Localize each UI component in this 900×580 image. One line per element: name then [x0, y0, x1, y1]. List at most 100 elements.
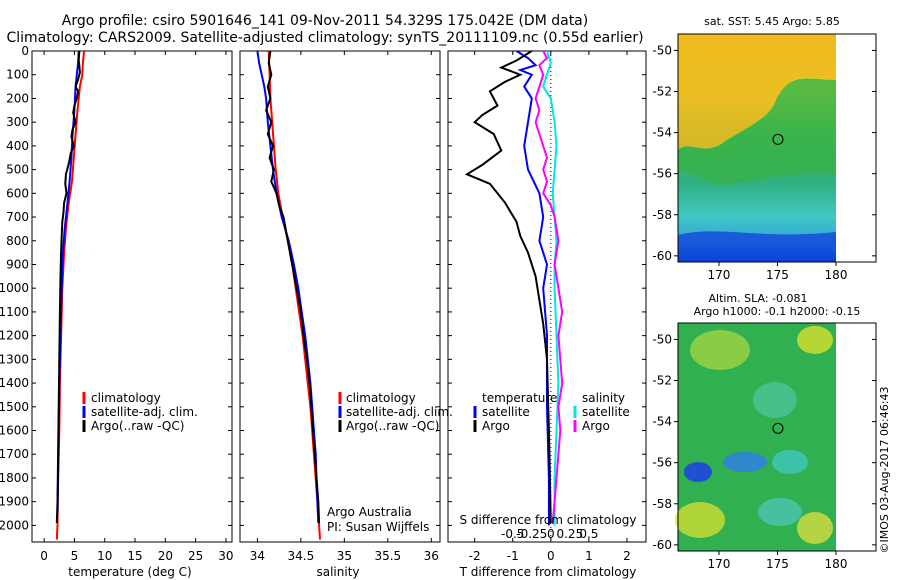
y-tick-label: 600 [6, 186, 29, 200]
sla-map-title: Altim. SLA: -0.081 [708, 292, 807, 305]
y-tick-label: 1000 [0, 281, 29, 295]
top-x-tick-label: -0.25 [516, 527, 547, 541]
series-line-temperature-argo [464, 50, 552, 524]
map-x-tick-label: 170 [708, 557, 731, 571]
series-line-argo-raw-qc- [265, 50, 321, 524]
map-y-tick-label: -52 [652, 85, 672, 99]
salinity-axes-box [239, 50, 441, 543]
map-y-tick-label: -60 [652, 538, 672, 552]
sla-blob [753, 382, 797, 418]
sla-blob [675, 502, 725, 538]
copyright-footer: ©IMOS 03-Aug-2017 06:46:43 [878, 387, 891, 554]
legend-label-sal-argo: Argo [582, 419, 610, 433]
sst-warm-region [678, 34, 836, 150]
map-y-tick-label: -54 [652, 415, 672, 429]
y-tick-label: 1600 [0, 424, 29, 438]
y-tick-label: 1200 [0, 329, 29, 343]
s-difference-label: S difference from climatology [460, 513, 637, 527]
legend-label-temp-argo: Argo [482, 419, 510, 433]
map-y-tick-label: -50 [652, 43, 672, 57]
map-y-tick-label: -50 [652, 332, 672, 346]
sla-map-panel: Altim. SLA: -0.081 Argo h1000: -0.1 h200… [652, 292, 877, 571]
map-y-tick-label: -58 [652, 497, 672, 511]
map-x-tick-label: 170 [708, 268, 731, 282]
y-tick-label: 0 [21, 44, 29, 58]
annotation-pi: PI: Susan Wijffels [327, 520, 429, 534]
x-tick-label: 34 [250, 549, 265, 563]
legend-label-sal-satellite: satellite [582, 405, 630, 419]
map-x-tick-label: 180 [825, 268, 848, 282]
y-tick-label: 1800 [0, 471, 29, 485]
x-tick-label: 10 [97, 549, 112, 563]
x-tick-label: 0 [40, 549, 48, 563]
map-x-tick-label: 175 [766, 557, 789, 571]
salinity-panel: 34 34.5 35 35.5 36 salinity climatology sate… [239, 50, 453, 579]
temperature-legend: climatology satellite-adj. clim. Argo(..… [82, 391, 198, 433]
argo-position-marker [772, 133, 784, 145]
top-x-tick-label: -0.5 [501, 527, 524, 541]
sla-blob [758, 498, 802, 526]
difference-panel: -2 -1 0 1 2 -0.5-0.25 0 0.250.5 S difference f… [447, 50, 647, 579]
x-tick-label: 15 [127, 549, 142, 563]
legend-label-temp-satellite: satellite [482, 405, 530, 419]
y-tick-label: 2000 [0, 518, 29, 532]
salinity-xlabel: salinity [316, 565, 359, 579]
x-tick-label: 35.5 [374, 549, 401, 563]
x-tick-label: 1 [585, 549, 593, 563]
y-tick-label: 100 [6, 68, 29, 82]
legend-label-climatology: climatology [91, 391, 161, 405]
sla-blob [690, 330, 750, 370]
annotation-argo-australia: Argo Australia [327, 505, 412, 519]
map-x-tick-label: 180 [825, 557, 848, 571]
legend-label-climatology: climatology [346, 391, 416, 405]
map-y-tick-label: -60 [652, 249, 672, 263]
y-tick-label: 1500 [0, 400, 29, 414]
y-tick-label: 1100 [0, 305, 29, 319]
sla-blob [684, 462, 712, 482]
temperature-panel: 0100200300400500600700800900100011001200… [0, 44, 234, 579]
x-tick-label: -2 [469, 549, 481, 563]
sst-mid-region [678, 78, 836, 185]
legend-label-argo: Argo(..raw -QC) [91, 419, 184, 433]
y-tick-label: 1700 [0, 447, 29, 461]
y-tick-label: 1300 [0, 352, 29, 366]
top-x-tick-label: 0 [547, 527, 555, 541]
sst-cold-region [678, 231, 836, 262]
sla-blob [797, 326, 833, 354]
chart-title-line2: Climatology: CARS2009. Satellite-adjuste… [6, 30, 644, 46]
sst-map-panel: sat. SST: 5.45 Argo: 5.85 170 175 180 -50 -5… [652, 15, 877, 282]
y-tick-label: 700 [6, 210, 29, 224]
map-y-tick-label: -54 [652, 126, 672, 140]
y-tick-label: 900 [6, 257, 29, 271]
x-tick-label: 5 [71, 549, 79, 563]
legend-label-satellite: satellite-adj. clim. [346, 405, 453, 419]
salinity-legend: climatology satellite-adj. clim. Argo(..… [338, 391, 453, 433]
t-difference-xlabel: T difference from climatology [459, 565, 637, 579]
map-y-tick-label: -56 [652, 456, 672, 470]
series-line-temperature-satellite [515, 50, 550, 526]
series-line-climatology [267, 50, 321, 540]
temperature-xlabel: temperature (deg C) [68, 565, 191, 579]
y-tick-label: 1900 [0, 495, 29, 509]
y-tick-label: 500 [6, 163, 29, 177]
sst-map-blank [836, 35, 875, 261]
argo-position-marker [772, 422, 784, 434]
x-tick-label: 2 [623, 549, 631, 563]
x-tick-label: 36 [424, 549, 439, 563]
top-x-tick-label: 0.5 [579, 527, 598, 541]
y-tick-label: 200 [6, 91, 29, 105]
x-tick-label: -1 [507, 549, 519, 563]
legend-label-argo: Argo(..raw -QC) [346, 419, 439, 433]
chart-title-line1: Argo profile: csiro 5901646_141 09-Nov-2… [61, 13, 589, 29]
x-tick-label: 34.5 [288, 549, 315, 563]
temperature-axes-box [31, 50, 233, 543]
y-tick-label: 400 [6, 139, 29, 153]
sla-blob [797, 512, 833, 544]
x-tick-label: 30 [218, 549, 233, 563]
y-tick-label: 1400 [0, 376, 29, 390]
difference-legend-temperature: temperature satellite Argo [473, 391, 557, 433]
difference-legend-salinity: salinity satellite Argo [573, 391, 630, 433]
y-tick-label: 300 [6, 115, 29, 129]
sst-map-title: sat. SST: 5.45 Argo: 5.85 [704, 15, 840, 28]
